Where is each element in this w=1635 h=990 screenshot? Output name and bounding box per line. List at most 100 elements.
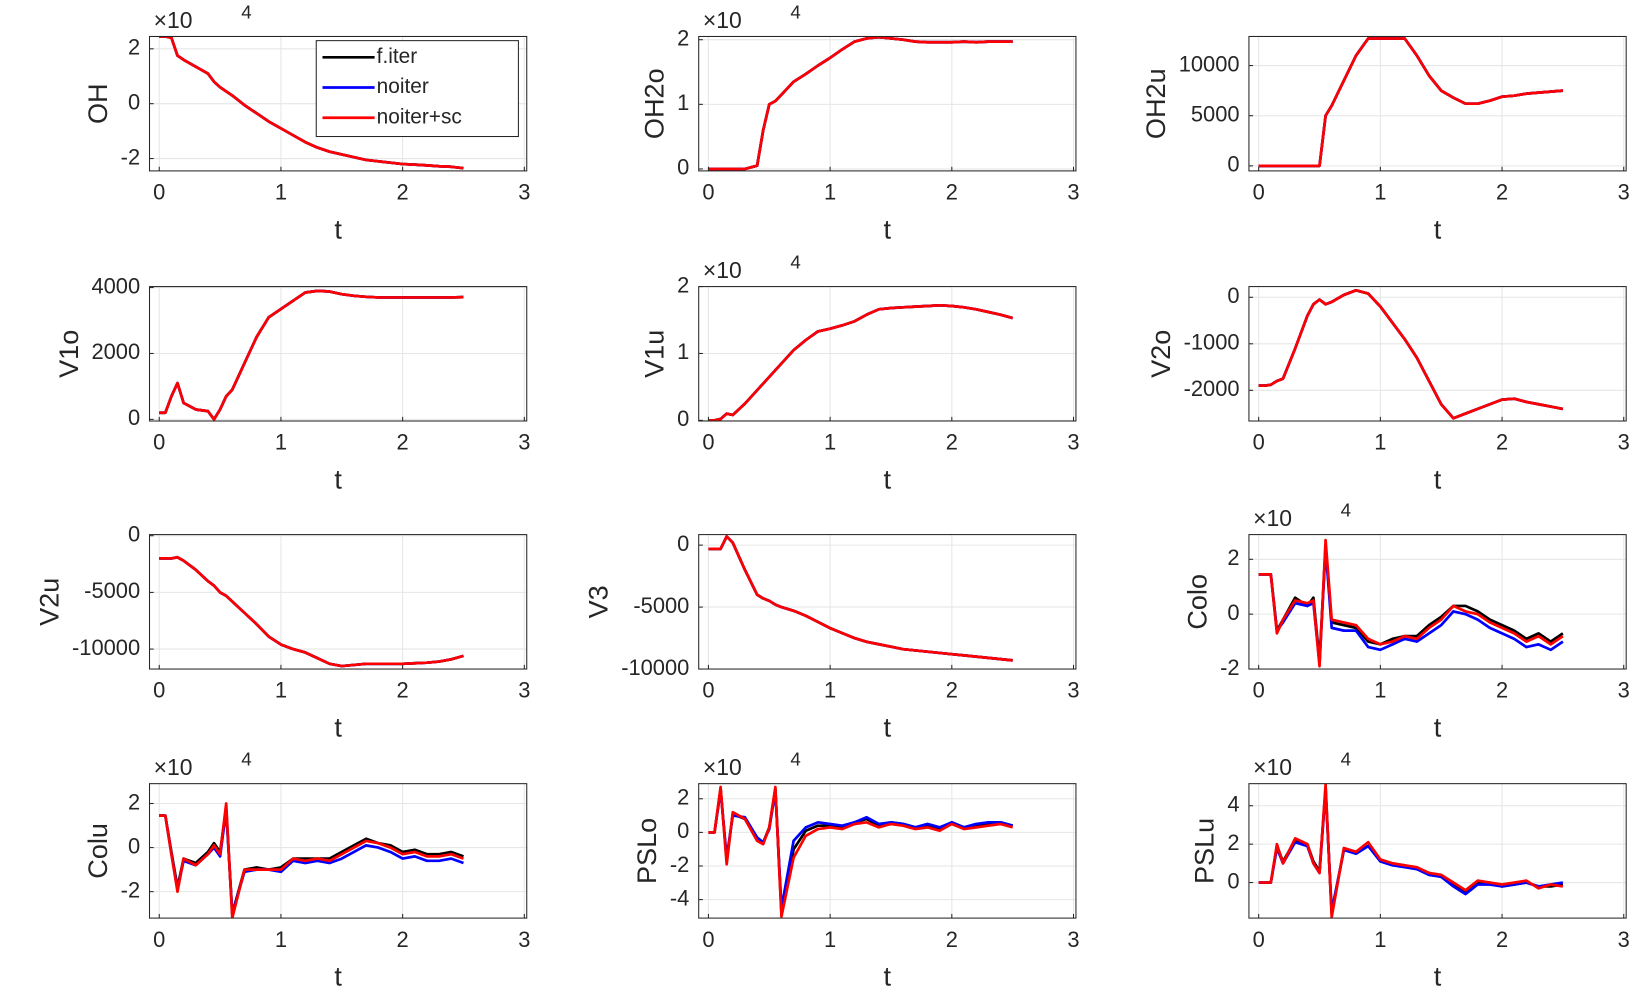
axes-box — [1248, 286, 1627, 422]
data-line — [159, 555, 464, 668]
x-tick-label: 2 — [1496, 678, 1508, 703]
y-axis-label: OH2u — [1140, 68, 1171, 139]
axes-box — [698, 534, 1077, 670]
x-tick-label: 2 — [1496, 180, 1508, 205]
x-tick-label: 2 — [946, 180, 958, 205]
axes-box — [698, 783, 1077, 919]
subplot: 0 1 2 3 0 1 2 t OH2o ×10 4 — [638, 2, 1079, 245]
y-tick-label: 0 — [1227, 868, 1239, 893]
x-tick-label: 2 — [1496, 927, 1508, 952]
x-tick-label: 2 — [397, 678, 409, 703]
y-tick-label: 0 — [677, 531, 689, 556]
y-axis-label: PSLo — [631, 818, 662, 884]
x-tick-label: 0 — [1253, 180, 1265, 205]
subplot: 0 1 2 3 0 5000 10000 t OH2u — [1140, 35, 1630, 245]
y-tick-label: 10000 — [1179, 51, 1240, 76]
x-tick-label: 0 — [153, 678, 165, 703]
x-tick-label: 1 — [275, 180, 287, 205]
y-tick-label: 2 — [677, 25, 689, 50]
y-tick-label: -2 — [121, 877, 140, 902]
y-scale-exponent: 4 — [1341, 749, 1351, 770]
subplot: 0 1 2 3 0 2 4 t PSLu ×10 4 — [1189, 749, 1630, 990]
y-tick-label: 0 — [677, 406, 689, 431]
x-axis-label: t — [1434, 214, 1442, 245]
subplot: 0 1 2 3 -2 0 2 t Colu ×10 4 — [82, 749, 530, 990]
data-line — [708, 535, 1013, 662]
y-tick-label: 2 — [128, 789, 140, 814]
y-tick-label: -1000 — [1184, 330, 1240, 355]
y-axis-label: OH2o — [638, 68, 669, 139]
axes-background — [1248, 286, 1627, 422]
x-tick-label: 0 — [1253, 927, 1265, 952]
x-tick-label: 2 — [946, 678, 958, 703]
x-tick-label: 3 — [518, 927, 530, 952]
x-tick-label: 1 — [275, 927, 287, 952]
axes-background — [1248, 783, 1627, 919]
axes-box — [148, 783, 528, 919]
axes-box — [1248, 35, 1627, 172]
y-axis-label: V2u — [33, 578, 64, 626]
subplot: 0 1 2 3 -10000 -5000 0 t V2u — [33, 522, 530, 743]
x-tick-label: 0 — [702, 927, 714, 952]
y-axis-label: V3 — [583, 585, 614, 618]
data-line — [1258, 538, 1564, 668]
data-line — [159, 802, 464, 919]
x-tick-label: 1 — [824, 430, 836, 455]
axes-background — [698, 534, 1076, 670]
legend-label: f.iter — [377, 45, 418, 68]
data-line — [1258, 546, 1564, 665]
x-tick-label: 0 — [1253, 430, 1265, 455]
y-tick-label: 0 — [677, 155, 689, 180]
y-axis-label: V1u — [638, 330, 669, 378]
data-line — [159, 36, 464, 170]
x-tick-label: 3 — [1067, 180, 1079, 205]
y-tick-label: 4000 — [91, 273, 140, 298]
x-tick-label: 0 — [702, 678, 714, 703]
y-tick-label: -10000 — [621, 655, 689, 680]
x-tick-label: 1 — [824, 678, 836, 703]
y-tick-label: 1 — [677, 339, 689, 364]
data-line — [1258, 783, 1564, 919]
y-scale-exponent: 4 — [1341, 500, 1351, 521]
y-scale-label: ×10 — [1253, 754, 1292, 780]
y-tick-label: -2 — [121, 144, 140, 169]
x-tick-label: 3 — [1618, 180, 1630, 205]
y-tick-label: -5000 — [84, 578, 140, 603]
axes-background — [149, 534, 527, 670]
data-line — [159, 289, 464, 421]
data-line — [1258, 37, 1564, 168]
y-axis-label: PSLu — [1189, 818, 1220, 884]
data-line — [708, 303, 1014, 422]
legend-label: noiter+sc — [377, 105, 462, 128]
x-tick-label: 2 — [397, 430, 409, 455]
subplot: 0 1 2 3 0 2000 4000 t V1o — [53, 273, 531, 494]
y-tick-label: 2 — [677, 785, 689, 810]
y-scale-label: ×10 — [154, 754, 193, 780]
y-scale-exponent: 4 — [790, 749, 800, 770]
x-tick-label: 2 — [397, 927, 409, 952]
x-tick-label: 1 — [1374, 430, 1386, 455]
y-tick-label: 0 — [128, 405, 140, 430]
x-tick-label: 3 — [518, 430, 530, 455]
y-tick-label: 2 — [128, 35, 140, 60]
x-axis-label: t — [334, 214, 342, 245]
y-tick-label: -2 — [1220, 655, 1239, 680]
axes-box — [1248, 534, 1627, 670]
y-tick-label: 4 — [1227, 792, 1239, 817]
x-tick-label: 1 — [824, 180, 836, 205]
axes-background — [1248, 36, 1627, 171]
x-tick-label: 0 — [153, 927, 165, 952]
x-tick-label: 3 — [518, 678, 530, 703]
x-axis-label: t — [1434, 712, 1442, 743]
x-tick-label: 1 — [824, 927, 836, 952]
x-axis-label: t — [884, 712, 892, 743]
x-tick-label: 0 — [153, 430, 165, 455]
y-tick-label: 2000 — [91, 339, 140, 364]
y-scale-label: ×10 — [1253, 505, 1292, 531]
y-scale-exponent: 4 — [241, 749, 251, 770]
subplot: 0 1 2 3 0 1 2 t V1u ×10 4 — [638, 252, 1079, 495]
subplot: 0 1 2 3 -2 0 2 t Colo ×10 4 — [1181, 500, 1629, 743]
y-tick-label: 0 — [128, 89, 140, 114]
x-tick-label: 3 — [1618, 678, 1630, 703]
